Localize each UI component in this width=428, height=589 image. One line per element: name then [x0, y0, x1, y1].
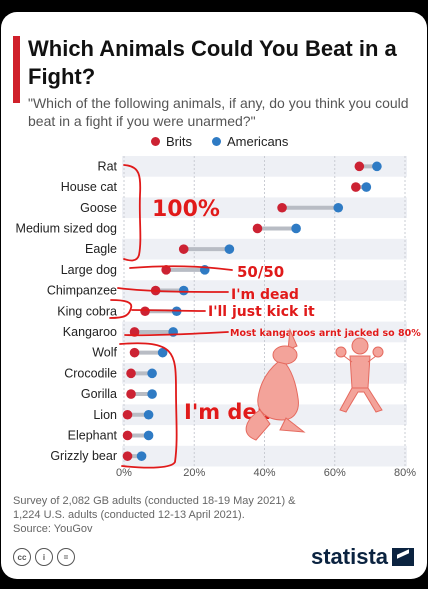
boxer-doodle: [335, 337, 384, 413]
arrow-chimpanzee: [117, 287, 229, 293]
legend-americans-marker: [212, 137, 221, 146]
category-label: Goose: [80, 201, 117, 215]
no-derivatives-icon: =: [57, 548, 75, 566]
category-label: Kangaroo: [63, 325, 117, 339]
kangaroo-tail: [245, 409, 271, 441]
category-label: Chimpanzee: [47, 284, 117, 298]
brits-point: [252, 223, 263, 234]
annotation-50-50: 50/50: [237, 263, 284, 281]
category-label: King cobra: [57, 304, 117, 318]
category-label: Eagle: [85, 242, 117, 256]
annotation-strokes: [109, 164, 233, 469]
category-label: House cat: [61, 180, 118, 194]
x-tick-label: 40%: [253, 467, 275, 479]
annotation-kick-it: I'll just kick it: [208, 304, 315, 320]
legend: Brits Americans: [151, 134, 288, 149]
row-band: [122, 197, 407, 219]
category-label: Rat: [98, 159, 118, 173]
americans-point: [333, 202, 344, 213]
brits-point: [122, 430, 133, 441]
legend-brits-marker: [151, 137, 160, 146]
boxer-torso: [349, 355, 371, 389]
brits-point: [122, 409, 133, 420]
row-band: [122, 280, 407, 301]
category-label: Wolf: [92, 346, 117, 360]
category-label: Gorilla: [81, 387, 117, 401]
americans-point: [143, 409, 154, 420]
americans-point: [147, 368, 157, 379]
annotation-100: 100%: [152, 197, 220, 222]
americans-point: [224, 244, 235, 254]
kangaroo-foot: [279, 417, 306, 433]
kangaroo-body: [257, 361, 299, 421]
category-label: Crocodile: [64, 366, 117, 380]
accent-bar: [13, 36, 20, 103]
statista-logo: statista: [311, 544, 415, 570]
brits-point: [161, 265, 171, 275]
brits-point: [351, 182, 361, 192]
cc-icon: cc: [13, 548, 31, 566]
brits-point: [178, 244, 189, 254]
chart-title: Which Animals Could You Beat in a Fight?: [28, 36, 397, 89]
x-tick-label: 60%: [324, 467, 346, 479]
brace-bottom: [119, 342, 178, 469]
brits-point: [354, 161, 365, 172]
brits-point: [129, 347, 140, 358]
americans-point: [143, 430, 154, 441]
americans-point: [147, 389, 157, 399]
category-label: Elephant: [68, 428, 118, 442]
americans-point: [136, 451, 147, 461]
brits-point: [126, 368, 136, 379]
category-label: Grizzly bear: [50, 449, 117, 463]
boxer-glove-left: [335, 346, 347, 358]
brits-point: [277, 202, 287, 213]
row-band: [122, 156, 407, 177]
license-icons: cc i =: [13, 548, 75, 566]
category-label: Medium sized dog: [16, 221, 117, 235]
survey-note: Survey of 2,082 GB adults (conducted 18-…: [13, 495, 296, 507]
americans-point: [157, 347, 168, 358]
x-tick-label: 80%: [394, 467, 416, 479]
legend-brits-label: Brits: [166, 134, 192, 149]
survey-note-2: 1,224 U.S. adults (conducted 12-13 April…: [13, 509, 245, 521]
brand-name: statista: [311, 544, 389, 569]
annotation-kangaroo: Most kangaroos arnt jacked so 80%: [230, 328, 421, 339]
arrow-king-cobra: [131, 309, 206, 312]
annotation-im-dead-chimp: I'm dead: [231, 287, 299, 303]
arrow-large-dog: [129, 265, 233, 271]
kangaroo-doodle: [245, 328, 306, 441]
bracket-king-cobra: [109, 299, 133, 319]
attribution-icon: i: [35, 548, 53, 566]
americans-point: [178, 285, 189, 296]
category-label: Large dog: [61, 263, 117, 277]
kangaroo-head: [272, 345, 298, 365]
chart-subtitle: "Which of the following animals, if any,…: [28, 95, 409, 129]
brits-point: [122, 451, 133, 461]
brits-point: [126, 389, 136, 399]
x-tick-label: 20%: [183, 467, 205, 479]
boxer-arms: [343, 355, 377, 363]
source-note: Source: YouGov: [13, 523, 93, 535]
x-tick-label: 0%: [116, 467, 132, 479]
brand-mark-icon: [392, 548, 415, 566]
arrow-kangaroo: [124, 331, 229, 337]
boxer-head: [351, 337, 369, 355]
row-band: [122, 321, 407, 343]
boxer-legs: [339, 387, 383, 413]
footer-notes: Survey of 2,082 GB adults (conducted 18-…: [13, 494, 296, 536]
americans-point: [291, 223, 301, 234]
brits-point: [140, 306, 150, 317]
legend-americans-label: Americans: [227, 134, 289, 149]
brace-top: [123, 164, 142, 262]
americans-point: [372, 161, 382, 172]
boxer-glove-right: [372, 346, 384, 358]
category-label: Lion: [93, 408, 117, 422]
americans-point: [361, 182, 372, 192]
